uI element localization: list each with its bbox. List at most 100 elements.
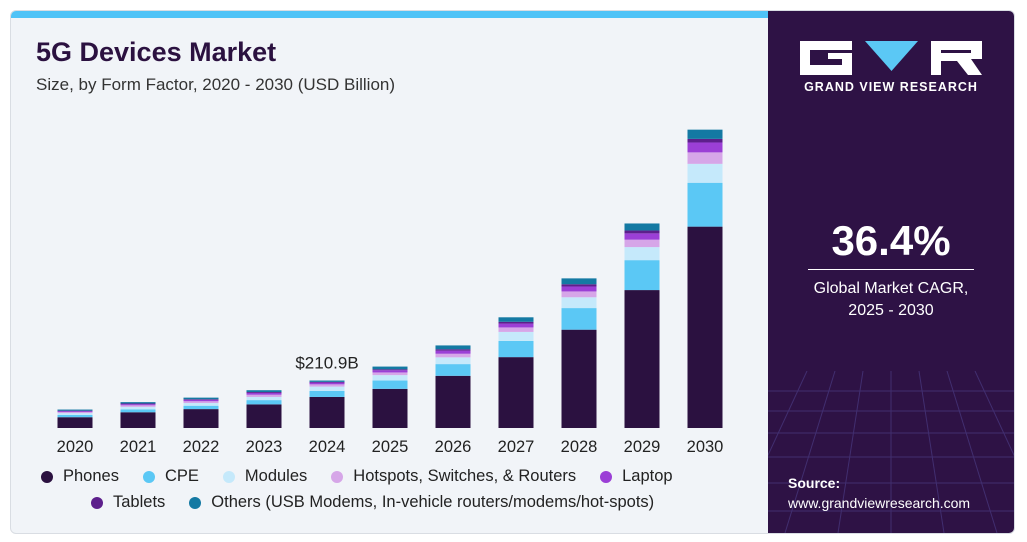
bar-segment-2021-1 (120, 412, 156, 428)
bar-segment-2029-6 (624, 230, 660, 234)
bar-segment-2030-1 (687, 226, 723, 428)
bar-segment-2027-1 (498, 357, 534, 428)
bar-segment-2022-6 (183, 399, 219, 400)
bar-segment-2020-7 (57, 409, 93, 411)
bar-segment-2020-3 (57, 413, 93, 415)
chart-subtitle: Size, by Form Factor, 2020 - 2030 (USD B… (36, 75, 396, 94)
brand-name: GRAND VIEW RESEARCH (804, 80, 978, 94)
source-link[interactable]: www.grandviewresearch.com (788, 495, 971, 511)
x-tick-label: 2027 (498, 438, 535, 456)
bar-segment-2027-7 (498, 317, 534, 322)
cagr-label-line-2: 2025 - 2030 (848, 302, 934, 319)
bar-segment-2023-4 (246, 394, 282, 397)
bar-segment-2024-5 (309, 382, 345, 385)
bar-segment-2026-5 (435, 350, 471, 354)
bar-segment-2028-4 (561, 291, 597, 298)
bar-segment-2020-5 (57, 411, 93, 413)
bar-segment-2023-6 (246, 392, 282, 393)
legend-label: Hotspots, Switches, & Routers (353, 467, 577, 485)
bar-segment-2030-7 (687, 129, 723, 139)
bar-segment-2023-7 (246, 390, 282, 392)
bar-segment-2029-1 (624, 290, 660, 428)
bar-segment-2028-6 (561, 284, 597, 287)
bar-value-annotation: $210.9B (295, 354, 358, 373)
stacked-bar-chart: 2020 2021 2022 2023 2024 $210.9B 2025 2026 2027 2… (57, 129, 724, 456)
bar-segment-2026-6 (435, 349, 471, 351)
legend-swatch (222, 470, 235, 483)
bar-segment-2023-3 (246, 396, 282, 401)
legend-label: Phones (63, 467, 119, 485)
x-tick-label: 2025 (372, 438, 409, 456)
bar-segment-2025-5 (372, 370, 408, 373)
bar-segment-2020-2 (57, 414, 93, 418)
x-tick-label: 2022 (183, 438, 220, 456)
bar-segment-2025-2 (372, 380, 408, 389)
bar-segment-2021-4 (120, 405, 156, 407)
legend-swatch (142, 470, 155, 483)
bar-segment-2030-3 (687, 163, 723, 183)
bar-segment-2022-7 (183, 397, 219, 400)
bar-segment-2021-5 (120, 404, 156, 406)
legend-item-modules: Modules (222, 467, 308, 486)
bar-segment-2024-6 (309, 381, 345, 383)
bar-segment-2027-2 (498, 340, 534, 358)
bar-segment-2023-2 (246, 400, 282, 405)
legend-swatch (91, 496, 103, 509)
bar-segment-2022-4 (183, 401, 219, 404)
x-tick-label: 2028 (561, 438, 598, 456)
bar-segment-2030-4 (687, 152, 723, 164)
legend-item-phones: Phones (41, 467, 119, 486)
bar-segment-2025-7 (372, 366, 408, 370)
bar-segment-2021-3 (120, 406, 156, 410)
legend-swatch (41, 470, 53, 483)
bar-segment-2029-4 (624, 239, 660, 248)
bar-segment-2021-6 (120, 403, 156, 405)
bar-segment-2020-1 (57, 417, 93, 428)
chart-legend: Phones CPE Modules Hotspots, Switches, &… (41, 467, 771, 519)
bar-segment-2030-6 (687, 138, 723, 143)
x-tick-label: 2024 (309, 438, 346, 456)
bar-segment-2029-2 (624, 260, 660, 291)
bar-segment-2028-3 (561, 297, 597, 309)
x-tick-label: 2026 (435, 438, 472, 456)
cagr-label: Global Market CAGR, 2025 - 2030 (768, 278, 1014, 322)
legend-label: Others (USB Modems, In-vehicle routers/m… (211, 493, 655, 511)
bar-segment-2023-1 (246, 404, 282, 428)
bar-segment-2028-7 (561, 278, 597, 285)
bar-segment-2027-4 (498, 327, 534, 332)
legend-label: CPE (164, 467, 199, 485)
bar-segment-2021-2 (120, 409, 156, 413)
legend-row-2: Tablets Others (USB Modems, In-vehicle r… (41, 493, 771, 512)
bar-segment-2029-7 (624, 223, 660, 231)
bar-segment-2026-2 (435, 364, 471, 376)
legend-label: Modules (244, 467, 308, 485)
bar-segment-2028-2 (561, 308, 597, 330)
bar-segment-2029-5 (624, 233, 660, 240)
bar-segment-2025-4 (372, 372, 408, 376)
sidebar-panel: GRAND VIEW RESEARCH 36.4% Global Market … (768, 11, 1014, 533)
legend-swatch (189, 496, 202, 509)
x-tick-label: 2023 (246, 438, 283, 456)
x-tick-label: 2030 (687, 438, 724, 456)
grid-pattern-decoration (768, 371, 1014, 533)
cagr-divider (808, 269, 974, 270)
legend-item-others: Others (USB Modems, In-vehicle routers/m… (189, 493, 654, 512)
bar-segment-2029-3 (624, 247, 660, 261)
legend-item-cpe: CPE (142, 467, 199, 486)
legend-item-hotspots: Hotspots, Switches, & Routers (331, 467, 576, 486)
bar-segment-2030-5 (687, 142, 723, 153)
legend-item-tablets: Tablets (91, 493, 165, 512)
bar-segment-2021-7 (120, 402, 156, 404)
legend-item-laptop: Laptop (600, 467, 673, 486)
bar-segment-2024-7 (309, 380, 345, 382)
legend-label: Tablets (113, 493, 166, 511)
bar-segment-2025-6 (372, 369, 408, 371)
bar-segment-2026-4 (435, 353, 471, 358)
cagr-label-line-1: Global Market CAGR, (813, 280, 969, 297)
x-tick-label: 2021 (120, 438, 157, 456)
bar-segment-2027-6 (498, 321, 534, 324)
bar-segment-2024-3 (309, 386, 345, 391)
chart-title: 5G Devices Market (36, 37, 277, 67)
bar-segment-2022-2 (183, 405, 219, 410)
bar-segment-2027-3 (498, 331, 534, 341)
